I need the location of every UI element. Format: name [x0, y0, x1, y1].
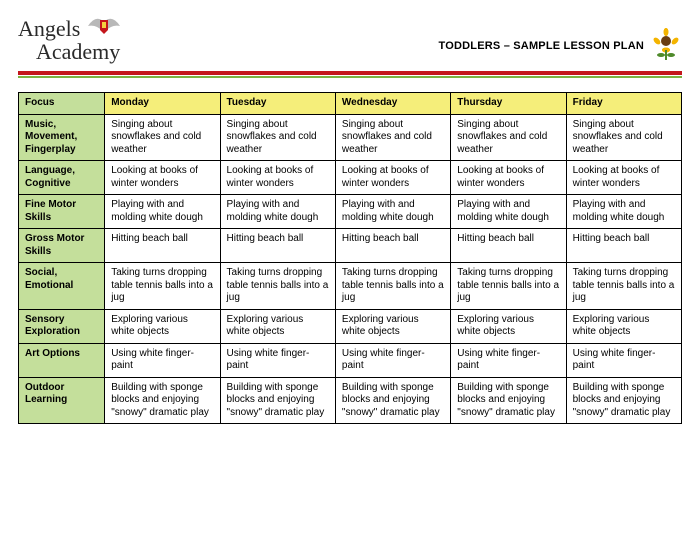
- table-cell: Hitting beach ball: [105, 229, 220, 263]
- title-block: TODDLERS – SAMPLE LESSON PLAN: [439, 28, 682, 63]
- rule-red: [18, 71, 682, 75]
- table-cell: Building with sponge blocks and enjoying…: [566, 377, 681, 424]
- col-header-tuesday: Tuesday: [220, 93, 335, 115]
- table-cell: Looking at books of winter wonders: [451, 161, 566, 195]
- col-header-monday: Monday: [105, 93, 220, 115]
- table-cell: Hitting beach ball: [335, 229, 450, 263]
- row-label: Language, Cognitive: [19, 161, 105, 195]
- table-cell: Building with sponge blocks and enjoying…: [105, 377, 220, 424]
- table-cell: Taking turns dropping table tennis balls…: [335, 263, 450, 310]
- table-cell: Using white finger-paint: [335, 343, 450, 377]
- table-cell: Taking turns dropping table tennis balls…: [220, 263, 335, 310]
- col-header-focus: Focus: [19, 93, 105, 115]
- table-row: Outdoor LearningBuilding with sponge blo…: [19, 377, 682, 424]
- table-cell: Using white finger-paint: [105, 343, 220, 377]
- table-cell: Singing about snowflakes and cold weathe…: [220, 114, 335, 161]
- page-header: Angels Academy TODDLERS – SAMPLE LESSON …: [18, 12, 682, 69]
- table-row: Fine Motor SkillsPlaying with and moldin…: [19, 195, 682, 229]
- table-row: Sensory ExplorationExploring various whi…: [19, 309, 682, 343]
- table-header-row: Focus Monday Tuesday Wednesday Thursday …: [19, 93, 682, 115]
- table-row: Language, CognitiveLooking at books of w…: [19, 161, 682, 195]
- table-cell: Playing with and molding white dough: [566, 195, 681, 229]
- table-cell: Looking at books of winter wonders: [335, 161, 450, 195]
- table-cell: Hitting beach ball: [566, 229, 681, 263]
- table-row: Social, EmotionalTaking turns dropping t…: [19, 263, 682, 310]
- table-cell: Singing about snowflakes and cold weathe…: [335, 114, 450, 161]
- table-cell: Exploring various white objects: [451, 309, 566, 343]
- logo-crest-icon: [86, 12, 122, 40]
- table-cell: Singing about snowflakes and cold weathe…: [105, 114, 220, 161]
- table-cell: Using white finger-paint: [451, 343, 566, 377]
- table-cell: Playing with and molding white dough: [451, 195, 566, 229]
- table-body: Music, Movement, FingerplaySinging about…: [19, 114, 682, 424]
- table-row: Music, Movement, FingerplaySinging about…: [19, 114, 682, 161]
- table-cell: Exploring various white objects: [105, 309, 220, 343]
- row-label: Social, Emotional: [19, 263, 105, 310]
- sunflower-icon: [650, 28, 682, 63]
- table-cell: Looking at books of winter wonders: [566, 161, 681, 195]
- table-cell: Singing about snowflakes and cold weathe…: [566, 114, 681, 161]
- row-label: Sensory Exploration: [19, 309, 105, 343]
- lesson-plan-table: Focus Monday Tuesday Wednesday Thursday …: [18, 92, 682, 424]
- row-label: Fine Motor Skills: [19, 195, 105, 229]
- table-cell: Building with sponge blocks and enjoying…: [451, 377, 566, 424]
- table-cell: Taking turns dropping table tennis balls…: [566, 263, 681, 310]
- table-cell: Using white finger-paint: [220, 343, 335, 377]
- table-cell: Playing with and molding white dough: [220, 195, 335, 229]
- col-header-friday: Friday: [566, 93, 681, 115]
- logo-line1: Angels: [18, 16, 80, 41]
- rule-green: [18, 76, 682, 78]
- table-cell: Taking turns dropping table tennis balls…: [451, 263, 566, 310]
- table-cell: Hitting beach ball: [451, 229, 566, 263]
- row-label: Art Options: [19, 343, 105, 377]
- logo-line2: Academy: [18, 39, 120, 64]
- table-cell: Singing about snowflakes and cold weathe…: [451, 114, 566, 161]
- table-cell: Using white finger-paint: [566, 343, 681, 377]
- table-row: Art OptionsUsing white finger-paintUsing…: [19, 343, 682, 377]
- table-cell: Exploring various white objects: [335, 309, 450, 343]
- table-cell: Hitting beach ball: [220, 229, 335, 263]
- table-cell: Looking at books of winter wonders: [105, 161, 220, 195]
- logo-block: Angels Academy: [18, 12, 122, 63]
- table-cell: Looking at books of winter wonders: [220, 161, 335, 195]
- table-cell: Exploring various white objects: [220, 309, 335, 343]
- col-header-thursday: Thursday: [451, 93, 566, 115]
- page-title: TODDLERS – SAMPLE LESSON PLAN: [439, 40, 644, 52]
- row-label: Outdoor Learning: [19, 377, 105, 424]
- row-label: Gross Motor Skills: [19, 229, 105, 263]
- logo-text: Angels Academy: [18, 12, 122, 63]
- table-cell: Building with sponge blocks and enjoying…: [220, 377, 335, 424]
- col-header-wednesday: Wednesday: [335, 93, 450, 115]
- table-cell: Building with sponge blocks and enjoying…: [335, 377, 450, 424]
- table-cell: Exploring various white objects: [566, 309, 681, 343]
- table-row: Gross Motor SkillsHitting beach ballHitt…: [19, 229, 682, 263]
- row-label: Music, Movement, Fingerplay: [19, 114, 105, 161]
- table-cell: Playing with and molding white dough: [335, 195, 450, 229]
- table-cell: Taking turns dropping table tennis balls…: [105, 263, 220, 310]
- table-cell: Playing with and molding white dough: [105, 195, 220, 229]
